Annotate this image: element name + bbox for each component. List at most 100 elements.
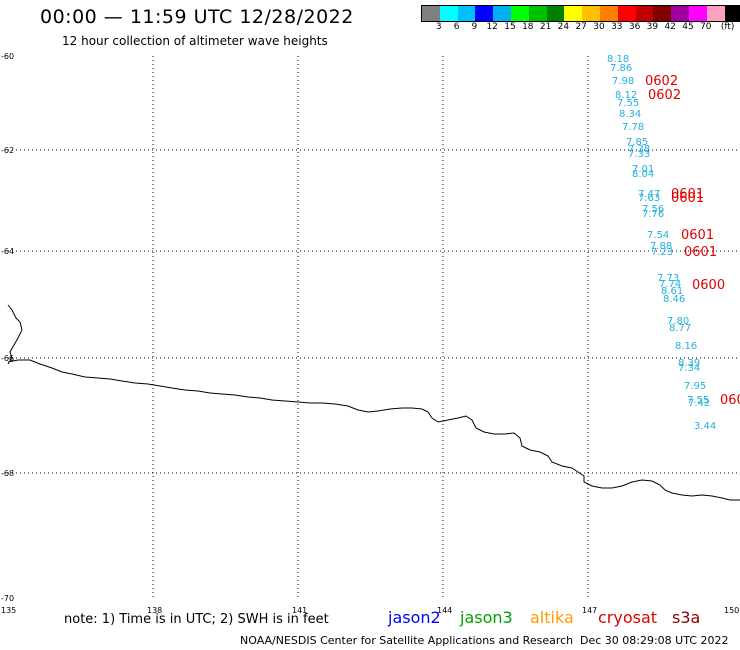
- longitude-label: 141: [292, 606, 307, 615]
- legend-swatch: [653, 6, 672, 21]
- legend-label: 3: [435, 22, 442, 32]
- wave-height-label: 8.61: [661, 286, 683, 297]
- legend-swatch: [457, 6, 476, 21]
- wave-height-label: 7.34: [678, 363, 700, 374]
- wave-height-label: 7.33: [628, 149, 650, 160]
- wave-height-label: 8.16: [675, 341, 697, 352]
- legend-label: 33: [611, 22, 623, 32]
- wave-height-label: 7.86: [610, 63, 632, 74]
- longitude-label: 144: [437, 606, 452, 615]
- pass-time-label: 0601: [684, 245, 717, 260]
- wave-height-label: 7.98: [612, 76, 634, 87]
- legend-label: 27: [575, 22, 587, 32]
- legend-swatch: [706, 6, 725, 21]
- wave-height-label: 7.78: [622, 122, 644, 133]
- wave-height-label: 7.54: [647, 230, 669, 241]
- wave-height-label: 8.77: [669, 323, 691, 334]
- wave-height-label: 8.34: [619, 109, 641, 120]
- data-marks: 8.187.867.988.127.558.347.787.857.387.33…: [607, 54, 740, 432]
- latitude-label: -64: [1, 247, 14, 256]
- legend-labels: 3 6 9 12 15 18 21 24 27 30 33 36 39 42 45 70 (ft): [421, 22, 740, 34]
- pass-time-label: 0600: [692, 278, 725, 293]
- generation-time: Dec 30 08:29:08 UTC 2022: [580, 634, 729, 647]
- wave-height-label: 7.01: [632, 164, 654, 175]
- longitude-label: 135: [1, 606, 16, 615]
- wave-height-label: 7.63: [638, 193, 660, 204]
- pass-time-label: 0601: [671, 191, 704, 206]
- wave-height-label: 3.44: [694, 421, 716, 432]
- wave-height-label: 7.76: [642, 209, 664, 220]
- pass-time-label: 0601: [681, 228, 714, 243]
- legend-label: 21: [539, 22, 552, 32]
- wave-height-label: 8.18: [607, 54, 629, 65]
- legend-swatch: [617, 6, 636, 21]
- legend-label: 70: [700, 22, 712, 32]
- wave-height-label: 7.95: [684, 381, 706, 392]
- satellite-jason2: jason2: [388, 608, 441, 627]
- pass-time-label: 060: [720, 393, 740, 408]
- legend-unit: (ft): [720, 22, 735, 32]
- legend-label: 6: [453, 22, 460, 32]
- wave-height-label: 7.23: [651, 247, 673, 258]
- legend-label: 12: [486, 22, 498, 32]
- wave-height-label: 7.47: [638, 189, 660, 200]
- coastline: [7, 304, 740, 501]
- legend-swatch: [528, 6, 547, 21]
- wave-height-label: 7.55: [617, 98, 639, 109]
- latitude-label: -68: [1, 469, 14, 478]
- legend-swatch: [439, 6, 458, 21]
- latitude-label: -62: [1, 146, 14, 155]
- wave-height-label: 7.74: [659, 279, 681, 290]
- legend-label: 36: [628, 22, 641, 32]
- legend-swatch: [546, 6, 565, 21]
- wave-height-label: 7.88: [650, 241, 672, 252]
- pass-time-label: 0601: [671, 187, 704, 202]
- pass-time-label: 0602: [648, 88, 681, 103]
- legend-swatch: [635, 6, 654, 21]
- legend-swatch: [724, 6, 740, 21]
- wave-height-label: 7.56: [642, 204, 664, 215]
- legend-swatch: [599, 6, 618, 21]
- legend-swatch: [688, 6, 707, 21]
- longitude-label: 147: [582, 606, 597, 615]
- color-legend: [421, 5, 740, 22]
- wave-height-label: 7.42: [688, 398, 710, 409]
- longitude-label: 138: [147, 606, 162, 615]
- satellite-jason3: jason3: [460, 608, 513, 627]
- legend-label: 42: [664, 22, 676, 32]
- legend-swatch: [475, 6, 494, 21]
- map-title: 00:00 — 11:59 UTC 12/28/2022: [40, 6, 354, 28]
- latitude-label: -60: [1, 52, 14, 61]
- satellite-s3a: s3a: [672, 608, 701, 627]
- legend-swatch: [671, 6, 689, 21]
- longitude-label: 150: [724, 606, 739, 615]
- wave-height-label: 8.12: [615, 90, 637, 101]
- legend-label: 30: [593, 22, 605, 32]
- legend-label: 24: [557, 22, 570, 32]
- latitude-label: -70: [1, 594, 14, 603]
- wave-height-label: 7.38: [628, 144, 650, 155]
- legend-swatch: [493, 6, 511, 21]
- map-subtitle: 12 hour collection of altimeter wave hei…: [62, 34, 328, 48]
- legend-label: 15: [504, 22, 516, 32]
- latitude-label: -66: [1, 354, 14, 363]
- legend-label: 39: [646, 22, 659, 32]
- wave-height-label: 8.04: [632, 169, 654, 180]
- wave-height-label: 7.55: [687, 395, 709, 406]
- map-grid: -60 -62 -64 -66 -68 -70 135 138 141 144 147 150: [1, 52, 740, 615]
- wave-height-label: 7.85: [626, 137, 648, 148]
- legend-swatch: [582, 6, 600, 21]
- legend-label: 9: [471, 22, 478, 32]
- satellite-cryosat: cryosat: [598, 608, 658, 627]
- legend-swatch: [564, 6, 583, 21]
- legend-swatch: [510, 6, 529, 21]
- wave-height-label: 8.46: [663, 294, 685, 305]
- wave-height-label: 8.39: [678, 358, 700, 369]
- footer-note: note: 1) Time is in UTC; 2) SWH is in fe…: [64, 612, 329, 627]
- satellite-altika: altika: [530, 608, 574, 627]
- legend-swatch: [422, 6, 440, 21]
- legend-label: 18: [522, 22, 534, 32]
- legend-label: 45: [682, 22, 694, 32]
- credit-line: NOAA/NESDIS Center for Satellite Applica…: [240, 634, 574, 647]
